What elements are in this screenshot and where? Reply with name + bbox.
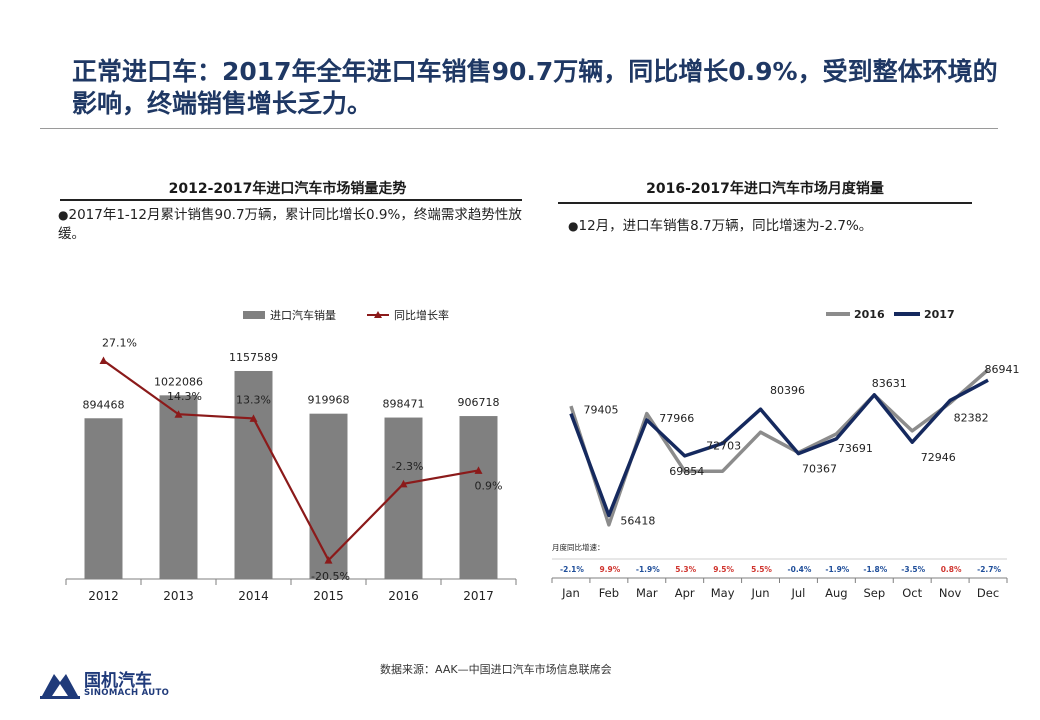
x-tick-label: Mar: [636, 586, 658, 600]
company-logo: 国机汽车 SINOMACH AUTO: [40, 668, 190, 702]
series-2017-value-label: 69854: [669, 465, 704, 478]
x-tick-label: Sep: [863, 586, 885, 600]
data-source-note: 数据来源：AAK—中国进口汽车市场信息联席会: [380, 663, 612, 676]
bar-2013: [159, 395, 198, 579]
x-tick-label: Jan: [561, 586, 580, 600]
left-title-rule: [60, 199, 522, 201]
growth-rate-cell: -0.4%: [787, 565, 811, 574]
x-tick-label: 2013: [163, 589, 194, 603]
legend-bar-swatch: [243, 311, 265, 319]
x-tick-label: Apr: [675, 586, 695, 600]
series-2017-value-label: 70367: [802, 463, 837, 476]
growth-caption: 月度同比增速：: [552, 542, 605, 552]
x-tick-label: Dec: [977, 586, 999, 600]
x-tick-label: 2014: [238, 589, 269, 603]
growth-rate-label: 13.3%: [236, 393, 271, 406]
growth-rate-label: 0.9%: [475, 479, 503, 492]
bar-2015: [309, 413, 348, 579]
legend-line-label: 同比增长率: [394, 308, 449, 322]
x-tick-label: 2016: [388, 589, 419, 603]
x-tick-label: Oct: [902, 586, 922, 600]
right-bullet: ●12月，进口车销售8.7万辆，同比增速为-2.7%。: [568, 217, 988, 236]
growth-rate-label: -20.5%: [311, 570, 350, 583]
growth-rate-cell: 0.8%: [941, 565, 962, 574]
series-2017-line: [569, 378, 989, 518]
x-tick-label: 2012: [88, 589, 119, 603]
growth-rate-cell: -1.9%: [825, 565, 849, 574]
series-2017-value-label: 86941: [985, 363, 1020, 376]
sinomach-logo-icon: [40, 674, 80, 699]
slide-headline: 正常进口车：2017年全年进口车销售90.7万辆，同比增长0.9%，受到整体环境…: [72, 57, 998, 118]
growth-rate-label: 27.1%: [102, 337, 137, 350]
series-2017-value-label: 56418: [620, 514, 655, 527]
legend-2017-label: 2017: [924, 308, 955, 321]
growth-rate-cell: 9.5%: [713, 565, 734, 574]
bar-value-label: 1157589: [229, 351, 278, 364]
legend-line-marker: [374, 311, 382, 318]
series-2017-value-label: 83631: [872, 377, 907, 390]
x-tick-label: Jun: [751, 586, 770, 600]
bullet-dot-icon: ●: [568, 219, 579, 233]
growth-rate-point: [474, 466, 483, 474]
legend-bar-label: 进口汽车销量: [270, 308, 336, 322]
x-tick-label: 2017: [463, 589, 494, 603]
growth-rate-cell: -1.8%: [863, 565, 887, 574]
bar-value-label: 898471: [383, 398, 425, 411]
bar-2012: [84, 418, 123, 579]
left-chart-title: 2012-2017年进口汽车市场销量走势: [168, 181, 407, 197]
growth-rate-cell: 5.3%: [675, 565, 696, 574]
x-tick-label: 2015: [313, 589, 344, 603]
growth-rate-cell: -2.7%: [977, 565, 1001, 574]
series-2017-value-label: 72946: [921, 451, 956, 464]
left-bullet: ●2017年1-12月累计销售90.7万辆，累计同比增长0.9%，终端需求趋势性…: [58, 206, 536, 244]
growth-rate-point: [174, 410, 183, 418]
bar-value-label: 1022086: [154, 375, 203, 388]
x-tick-label: Jul: [791, 586, 806, 600]
logo-name: 国机汽车: [84, 671, 152, 691]
series-2017-value-label: 77966: [659, 412, 694, 425]
bar-value-label: 906718: [458, 396, 500, 409]
growth-rate-point: [324, 556, 333, 564]
growth-rate-point: [99, 356, 108, 365]
right-title-rule: [558, 202, 972, 204]
series-2017-value-label: 82382: [954, 411, 989, 424]
x-tick-label: Aug: [825, 586, 847, 600]
growth-rate-point: [249, 414, 258, 422]
growth-rate-line: [102, 359, 479, 562]
growth-rate-label: 14.3%: [167, 390, 202, 403]
series-2017-value-label: 73691: [838, 442, 873, 455]
left-bullet-text: 2017年1-12月累计销售90.7万辆，累计同比增长0.9%，终端需求趋势性放…: [58, 207, 522, 242]
x-tick-label: May: [711, 586, 735, 600]
bullet-dot-icon: ●: [58, 208, 69, 222]
series-2017-value-label: 79405: [583, 404, 618, 417]
bar-value-label: 894468: [83, 398, 125, 411]
series-2017-value-label: 72703: [706, 439, 741, 452]
growth-rate-cell: -1.9%: [636, 565, 660, 574]
growth-rate-cell: 5.5%: [751, 565, 772, 574]
bar-2017: [459, 416, 498, 579]
x-tick-label: Nov: [939, 586, 962, 600]
series-2017-value-label: 80396: [770, 384, 805, 397]
growth-rate-cell: 9.9%: [599, 565, 620, 574]
growth-rate-cell: -2.1%: [560, 565, 584, 574]
growth-rate-cell: -3.5%: [901, 565, 925, 574]
bar-value-label: 919968: [308, 394, 350, 407]
growth-rate-point: [399, 479, 408, 488]
right-chart-title: 2016-2017年进口汽车市场月度销量: [646, 181, 884, 197]
bar-2014: [234, 370, 273, 579]
logo-subtitle: SINOMACH AUTO: [84, 688, 170, 698]
legend-2016-label: 2016: [854, 308, 885, 321]
right-bullet-text: 12月，进口车销售8.7万辆，同比增速为-2.7%。: [578, 218, 873, 234]
x-tick-label: Feb: [599, 586, 619, 600]
growth-rate-label: -2.3%: [392, 460, 424, 473]
headline-divider: [40, 128, 998, 129]
